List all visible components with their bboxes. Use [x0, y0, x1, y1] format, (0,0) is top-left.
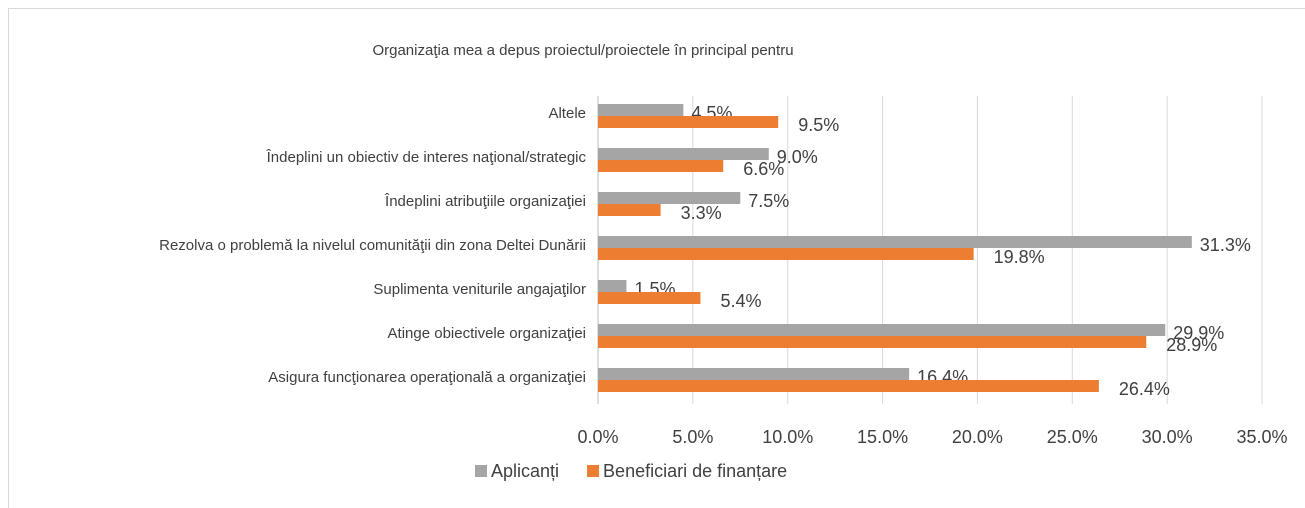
x-tick-label: 20.0% [952, 427, 1003, 447]
legend-label: Aplicanți [491, 461, 559, 481]
value-label: 28.9% [1166, 335, 1217, 355]
value-label: 9.5% [798, 115, 839, 135]
bar [598, 236, 1192, 248]
x-tick-label: 10.0% [762, 427, 813, 447]
bar [598, 280, 627, 292]
value-label: 6.6% [743, 159, 784, 179]
bar [598, 248, 974, 260]
chart-title: Organizaţia mea a depus proiectul/proiec… [372, 42, 793, 59]
x-tick-label: 15.0% [857, 427, 908, 447]
value-label: 31.3% [1200, 235, 1251, 255]
legend-swatch [475, 465, 487, 477]
value-label: 3.3% [681, 203, 722, 223]
x-tick-label: 25.0% [1047, 427, 1098, 447]
y-tick-label: Atinge obiectivele organizaţiei [388, 325, 586, 342]
x-tick-label: 0.0% [577, 427, 618, 447]
bar [598, 292, 701, 304]
value-label: 7.5% [748, 191, 789, 211]
value-label: 29.9% [1173, 323, 1224, 343]
x-tick-label: 30.0% [1142, 427, 1193, 447]
legend-label: Beneficiari de finanțare [603, 461, 787, 481]
bar [598, 192, 741, 204]
bar [598, 148, 769, 160]
bar [598, 324, 1166, 336]
bar [598, 116, 779, 128]
bar [598, 104, 684, 116]
x-tick-label: 35.0% [1236, 427, 1287, 447]
bar [598, 160, 724, 172]
bar [598, 380, 1099, 392]
chart-border [8, 8, 1305, 508]
y-tick-label: Altele [548, 105, 586, 122]
bar [598, 204, 661, 216]
y-tick-label: Îndeplini un obiectiv de interes naţiona… [266, 149, 587, 166]
y-tick-label: Asigura funcţionarea operaţională a orga… [268, 369, 586, 386]
x-tick-label: 5.0% [672, 427, 713, 447]
y-tick-label: Suplimenta veniturile angajaţilor [373, 281, 586, 298]
value-label: 19.8% [994, 247, 1045, 267]
y-tick-label: Rezolva o problemă la nivelul comunităţi… [159, 237, 586, 254]
bar [598, 336, 1147, 348]
bar [598, 368, 910, 380]
legend-swatch [587, 465, 600, 477]
value-label: 5.4% [720, 291, 761, 311]
value-label: 9.0% [777, 147, 818, 167]
value-label: 26.4% [1119, 379, 1170, 399]
y-tick-label: Îndeplini atribuţiile organizaţiei [384, 193, 586, 210]
